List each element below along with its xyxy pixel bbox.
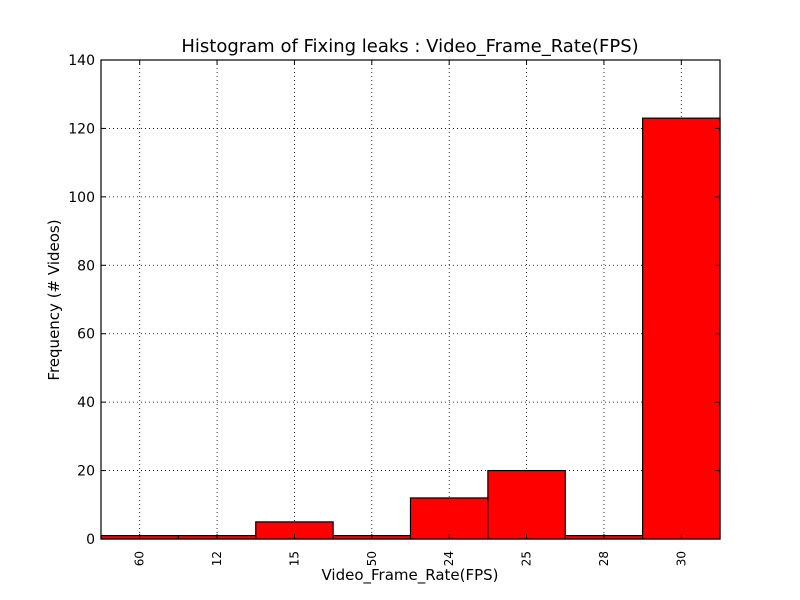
- ticks-layer: 0 20 40 60 80 100 120 140 60 12 15 50 24 25 28 30: [68, 53, 720, 566]
- x-tick-label: 12: [210, 551, 224, 566]
- plot-frame: [100, 59, 721, 540]
- x-tick-label: 30: [674, 551, 688, 566]
- x-tick-label: 50: [365, 551, 379, 566]
- y-axis-label: Frequency (# Videos): [45, 219, 63, 380]
- bar-24: [409, 497, 489, 540]
- x-tick-label: 60: [133, 551, 147, 566]
- x-tick-label: 24: [442, 551, 456, 566]
- y-tick-label: 100: [68, 190, 95, 206]
- bars-layer: [100, 117, 721, 540]
- chart-title: Histogram of Fixing leaks : Video_Frame_…: [181, 36, 638, 57]
- y-tick-label: 60: [77, 327, 95, 343]
- y-tick-label: 80: [77, 258, 95, 274]
- x-tick-label: 15: [287, 551, 301, 566]
- y-tick-label: 20: [77, 464, 95, 480]
- grid-layer: [101, 60, 720, 539]
- y-tick-label: 140: [68, 53, 95, 69]
- y-tick-label: 0: [86, 532, 95, 548]
- x-tick-label: 28: [597, 551, 611, 566]
- bar-30: [642, 117, 721, 540]
- bar-25: [487, 469, 566, 540]
- x-tick-label: 25: [520, 551, 534, 566]
- x-axis-label: Video_Frame_Rate(FPS): [321, 566, 498, 585]
- y-tick-label: 40: [77, 395, 95, 411]
- y-tick-label: 120: [68, 121, 95, 137]
